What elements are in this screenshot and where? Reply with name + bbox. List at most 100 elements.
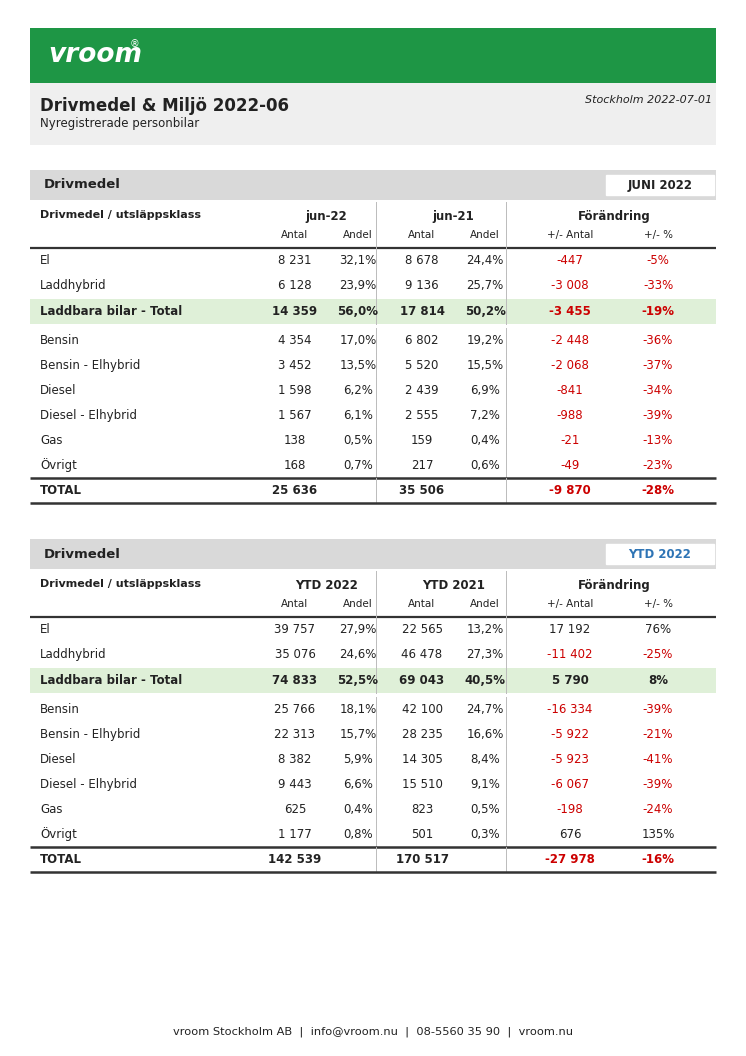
Text: 8 231: 8 231 [278, 254, 312, 267]
Text: 0,4%: 0,4% [343, 803, 373, 816]
Text: 2 555: 2 555 [405, 409, 439, 422]
Text: 39 757: 39 757 [275, 623, 316, 636]
Text: 14 359: 14 359 [272, 305, 318, 318]
Text: Nyregistrerade personbilar: Nyregistrerade personbilar [40, 117, 199, 130]
Text: 15,7%: 15,7% [339, 728, 377, 741]
Text: 142 539: 142 539 [269, 853, 322, 866]
Text: TOTAL: TOTAL [40, 484, 82, 497]
Text: Övrigt: Övrigt [40, 828, 77, 842]
Text: -447: -447 [557, 254, 583, 267]
Text: 52,5%: 52,5% [337, 674, 378, 687]
Text: YTD 2022: YTD 2022 [629, 547, 692, 561]
Text: 2 439: 2 439 [405, 384, 439, 397]
Text: 17 814: 17 814 [400, 305, 445, 318]
Text: Andel: Andel [343, 599, 373, 609]
Text: El: El [40, 623, 51, 636]
Text: 56,0%: 56,0% [337, 305, 378, 318]
Text: 16,6%: 16,6% [466, 728, 504, 741]
Text: 35 076: 35 076 [275, 648, 316, 661]
Text: 8%: 8% [648, 674, 668, 687]
Bar [30, 772, 716, 797]
Bar [30, 328, 716, 353]
Text: -16 334: -16 334 [548, 703, 592, 716]
Text: 6,9%: 6,9% [470, 384, 500, 397]
Text: 823: 823 [411, 803, 433, 816]
Bar [30, 428, 716, 453]
Text: Bensin - Elhybrid: Bensin - Elhybrid [40, 728, 140, 741]
Bar [30, 747, 716, 772]
Bar [30, 83, 716, 145]
Text: Laddbara bilar - Total: Laddbara bilar - Total [40, 305, 182, 318]
Text: 159: 159 [411, 434, 433, 447]
Text: Drivmedel: Drivmedel [44, 178, 121, 191]
Text: 13,5%: 13,5% [339, 359, 377, 372]
Text: Antal: Antal [408, 599, 436, 609]
Text: 13,2%: 13,2% [466, 623, 504, 636]
Text: 74 833: 74 833 [272, 674, 318, 687]
Text: 28 235: 28 235 [401, 728, 442, 741]
Text: Antal: Antal [408, 230, 436, 240]
Text: 27,9%: 27,9% [339, 623, 377, 636]
Text: 0,4%: 0,4% [470, 434, 500, 447]
Text: -34%: -34% [643, 384, 673, 397]
Text: 69 043: 69 043 [399, 674, 445, 687]
Text: vroom: vroom [48, 42, 142, 69]
Text: 22 313: 22 313 [275, 728, 316, 741]
Text: 3 452: 3 452 [278, 359, 312, 372]
Text: -11 402: -11 402 [548, 648, 593, 661]
Text: 9 443: 9 443 [278, 778, 312, 791]
Text: -36%: -36% [643, 334, 673, 347]
Text: -3 455: -3 455 [549, 305, 591, 318]
Text: -24%: -24% [643, 803, 673, 816]
Text: -16%: -16% [642, 853, 674, 866]
Text: 15,5%: 15,5% [466, 359, 504, 372]
Text: 17 192: 17 192 [549, 623, 591, 636]
Text: -37%: -37% [643, 359, 673, 372]
Text: Övrigt: Övrigt [40, 458, 77, 472]
Text: 25 766: 25 766 [275, 703, 316, 716]
Bar [30, 378, 716, 403]
Text: 1 567: 1 567 [278, 409, 312, 422]
Text: -5 923: -5 923 [551, 753, 589, 766]
Text: -49: -49 [560, 459, 580, 472]
Text: 27,3%: 27,3% [466, 648, 504, 661]
Text: Diesel - Elhybrid: Diesel - Elhybrid [40, 409, 137, 422]
Bar [30, 822, 716, 847]
Text: -198: -198 [557, 803, 583, 816]
Text: Diesel: Diesel [40, 384, 77, 397]
Text: -988: -988 [557, 409, 583, 422]
Text: 168: 168 [283, 459, 306, 472]
Text: 25,7%: 25,7% [466, 279, 504, 293]
Text: 217: 217 [411, 459, 433, 472]
Text: 5 790: 5 790 [551, 674, 589, 687]
Text: 32,1%: 32,1% [339, 254, 377, 267]
Text: -9 870: -9 870 [549, 484, 591, 497]
Text: Förändring: Förändring [577, 579, 651, 592]
Text: TOTAL: TOTAL [40, 853, 82, 866]
Bar [30, 170, 716, 200]
Text: -21%: -21% [643, 728, 673, 741]
Text: 0,3%: 0,3% [470, 828, 500, 841]
Text: 138: 138 [284, 434, 306, 447]
Text: 501: 501 [411, 828, 433, 841]
Text: 23,9%: 23,9% [339, 279, 377, 293]
Text: YTD 2022: YTD 2022 [295, 579, 358, 592]
Text: 7,2%: 7,2% [470, 409, 500, 422]
Text: 24,4%: 24,4% [466, 254, 504, 267]
Text: 0,8%: 0,8% [343, 828, 373, 841]
Bar [30, 642, 716, 667]
Text: Stockholm 2022-07-01: Stockholm 2022-07-01 [585, 95, 712, 105]
Text: 1 598: 1 598 [278, 384, 312, 397]
Text: 0,6%: 0,6% [470, 459, 500, 472]
Bar [30, 403, 716, 428]
Text: Laddhybrid: Laddhybrid [40, 279, 107, 293]
Text: jun-22: jun-22 [306, 210, 348, 223]
Text: jun-21: jun-21 [433, 210, 474, 223]
Text: Diesel - Elhybrid: Diesel - Elhybrid [40, 778, 137, 791]
Text: Diesel: Diesel [40, 753, 77, 766]
Text: 170 517: 170 517 [395, 853, 448, 866]
Text: -27 978: -27 978 [545, 853, 595, 866]
Text: 6,6%: 6,6% [343, 778, 373, 791]
Text: -41%: -41% [643, 753, 673, 766]
Text: Drivmedel / utsläppsklass: Drivmedel / utsläppsklass [40, 579, 201, 589]
